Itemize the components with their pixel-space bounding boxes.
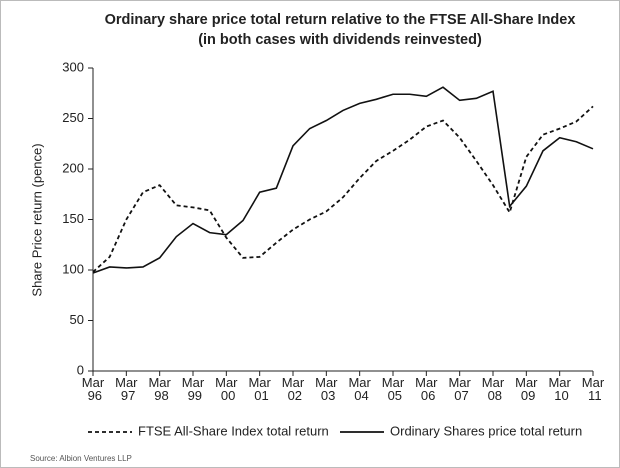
x-tick-label: Mar 06 <box>415 375 438 403</box>
x-tick-label: Mar 96 <box>82 375 105 403</box>
y-tick-label: 300 <box>62 59 84 74</box>
y-axis-label: Share Price return (pence) <box>29 143 44 296</box>
x-tick-label: Mar 08 <box>482 375 505 403</box>
x-tick-label: Mar 11 <box>582 375 605 403</box>
x-tick-label: Mar 10 <box>548 375 571 403</box>
chart-subtitle: (in both cases with dividends reinvested… <box>198 32 482 48</box>
x-tick-label: Mar 04 <box>348 375 371 403</box>
series-line <box>92 86 594 274</box>
x-tick-label: Mar 07 <box>448 375 471 403</box>
x-tick-label: Mar 97 <box>115 375 138 403</box>
y-tick-label: 100 <box>62 261 84 276</box>
series-line <box>92 105 594 273</box>
x-tick-label: Mar 98 <box>148 375 171 403</box>
x-tick-label: Mar 09 <box>515 375 538 403</box>
x-tick-label: Mar 03 <box>315 375 338 403</box>
x-tick-label: Mar 05 <box>382 375 405 403</box>
y-tick-label: 250 <box>62 110 84 125</box>
x-tick-label: Mar 02 <box>282 375 305 403</box>
legend-label: Ordinary Shares price total return <box>390 423 582 438</box>
source: Source: Albion Ventures LLP <box>30 454 132 463</box>
y-tick-label: 50 <box>70 312 84 327</box>
chart-title: Ordinary share price total return relati… <box>105 12 576 28</box>
y-tick-label: 200 <box>62 160 84 175</box>
x-tick-label: Mar 01 <box>248 375 271 403</box>
y-tick-label: 150 <box>62 211 84 226</box>
x-tick-label: Mar 00 <box>215 375 238 403</box>
x-tick-label: Mar 99 <box>182 375 205 403</box>
legend-label: FTSE All-Share Index total return <box>138 423 329 438</box>
y-tick-label: 0 <box>77 362 84 377</box>
